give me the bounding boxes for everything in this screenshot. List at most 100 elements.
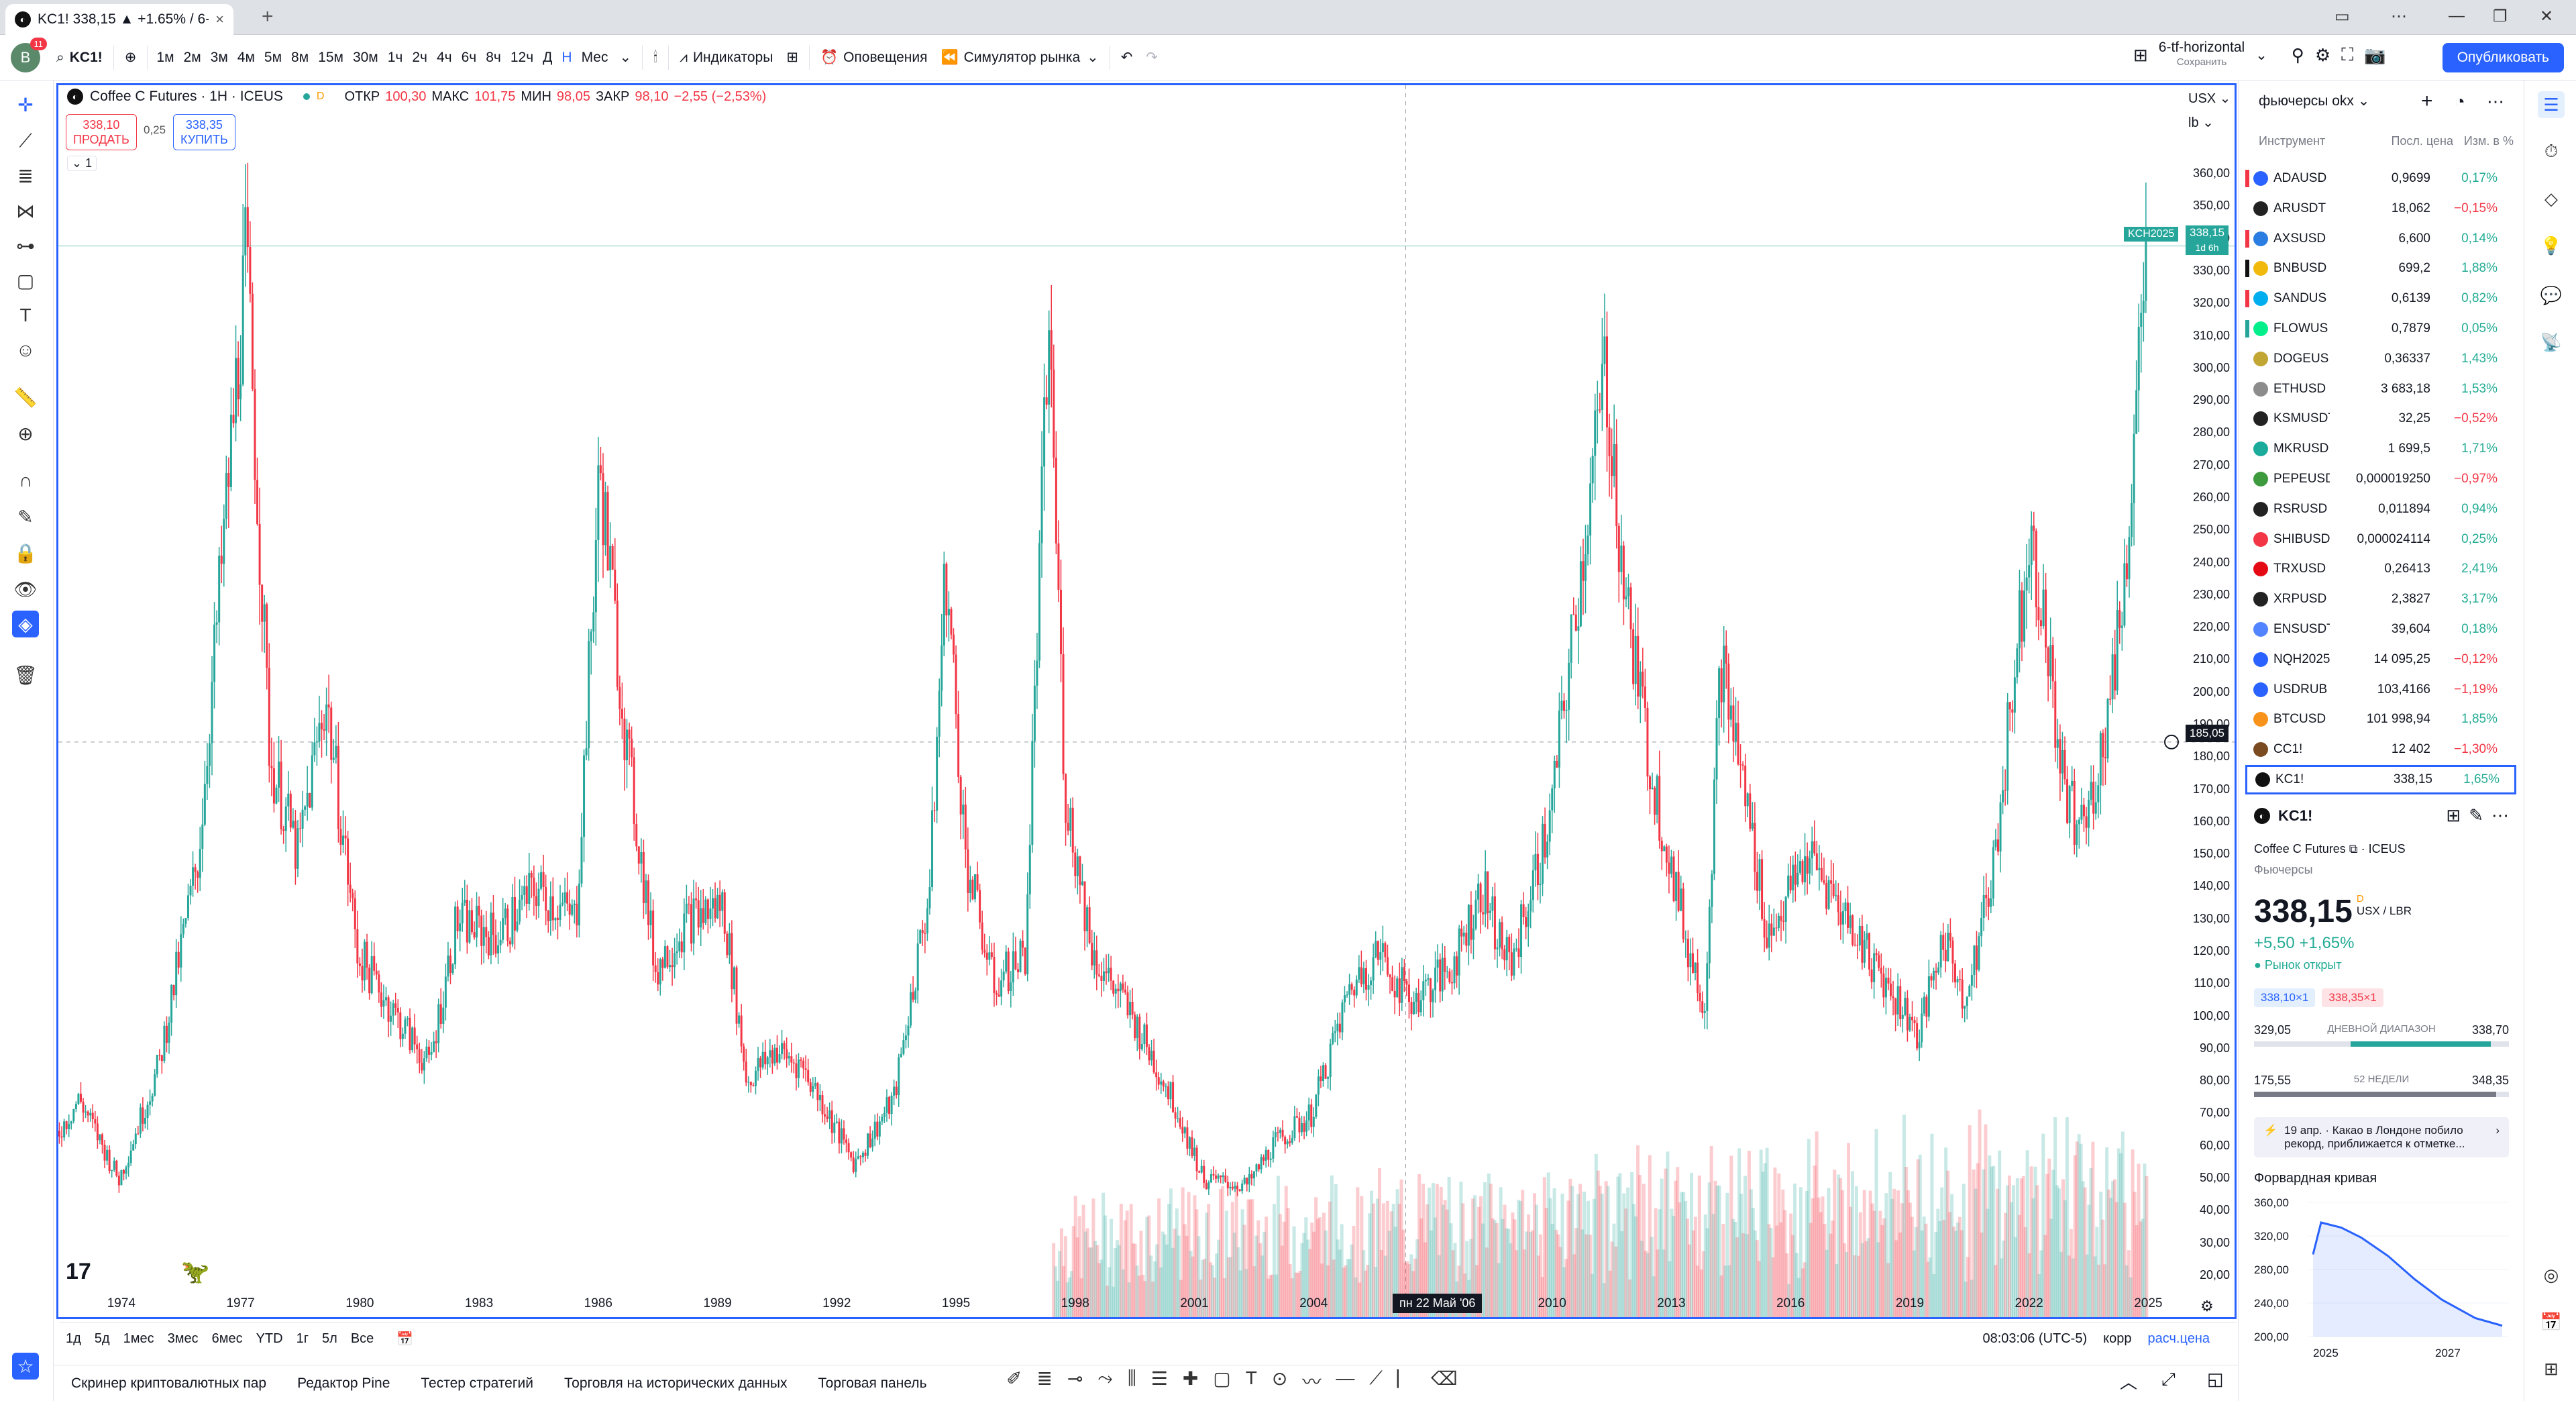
more-icon[interactable]: ⋯ <box>2487 91 2504 111</box>
unit-selector[interactable]: lb ⌄ <box>2188 115 2214 130</box>
watchlist-row[interactable]: KC1! 338,15 1,65% <box>2245 765 2516 794</box>
watchlist-row[interactable]: BNBUSD 699,2 1,88% <box>2245 254 2516 283</box>
row-flag[interactable] <box>2245 440 2249 458</box>
chart-type-button[interactable]: 🕯 <box>647 40 664 75</box>
watchlist-row[interactable]: ADAUSD 0,9699 0,17% <box>2245 164 2516 193</box>
currency-selector[interactable]: USX ⌄ <box>2188 91 2231 106</box>
interval-2м[interactable]: 2м <box>183 49 201 65</box>
undo-button[interactable]: ↶ <box>1114 40 1140 75</box>
fullscreen-icon[interactable]: ⛶ <box>2341 44 2354 64</box>
axis-settings-icon[interactable]: ⚙ <box>2200 1298 2214 1314</box>
bottom-tab[interactable]: Тестер стратегий <box>421 1375 533 1391</box>
add-symbol-icon[interactable]: + <box>2421 90 2433 112</box>
watchlist-row[interactable]: BTCUSD 101 998,94 1,85% <box>2245 705 2516 734</box>
range-Все[interactable]: Все <box>350 1331 374 1346</box>
range-5д[interactable]: 5д <box>94 1331 110 1346</box>
interval-2ч[interactable]: 2ч <box>412 49 427 65</box>
row-flag[interactable] <box>2245 470 2249 488</box>
row-flag[interactable] <box>2245 320 2249 338</box>
avatar[interactable]: В 11 <box>11 37 47 72</box>
bottom-tab[interactable]: Торговля на исторических данных <box>564 1375 788 1391</box>
trash-icon[interactable]: 🗑 <box>13 664 38 686</box>
interval-1м[interactable]: 1м <box>156 49 174 65</box>
interval-Н[interactable]: Н <box>561 49 572 65</box>
range-1д[interactable]: 1д <box>66 1331 81 1346</box>
row-flag[interactable] <box>2245 501 2249 518</box>
streams-icon[interactable]: 📡 <box>2540 331 2563 352</box>
col-symbol[interactable]: Инструмент <box>2259 134 2326 148</box>
interval-1ч[interactable]: 1ч <box>387 49 403 65</box>
watchlist-row[interactable]: MKRUSD 1 699,5 1,71% <box>2245 434 2516 464</box>
layout-name-button[interactable]: 6-tf-horizontal Сохранить <box>2159 40 2245 70</box>
row-flag[interactable] <box>2245 410 2249 427</box>
row-flag[interactable] <box>2245 200 2249 217</box>
quick-search-icon[interactable]: ⚲ <box>2291 44 2304 65</box>
legend-title[interactable]: Coffee C Futures · 1H · ICEUS <box>90 89 283 104</box>
brush-icon[interactable]: ▢ <box>16 270 35 291</box>
cross-icon[interactable]: ✚ <box>1182 1368 1199 1389</box>
more-icon[interactable]: ⋯ <box>2491 805 2509 825</box>
row-flag[interactable] <box>2245 711 2249 728</box>
interval-6ч[interactable]: 6ч <box>461 49 477 65</box>
interval-Д[interactable]: Д <box>543 49 553 65</box>
settlement-toggle[interactable]: расч.цена <box>2147 1331 2210 1346</box>
object-tree-icon[interactable]: ◈ <box>12 611 39 637</box>
pattern-icon[interactable]: ⋈ <box>16 200 35 221</box>
edit-icon[interactable]: ✎ <box>2469 805 2483 825</box>
emoji-icon[interactable]: ☺ <box>15 340 36 360</box>
trend-line-icon[interactable]: ⟋ <box>19 129 32 151</box>
watchlist-row[interactable]: AXSUSD 6,600 0,14% <box>2245 224 2516 254</box>
line-icon[interactable]: ⊸ <box>1067 1368 1083 1389</box>
projection-icon[interactable]: ⊶ <box>16 235 35 256</box>
interval-30м[interactable]: 30м <box>352 49 378 65</box>
lock-icon[interactable]: 🔒 <box>13 542 38 564</box>
publish-button[interactable]: Опубликовать <box>2442 43 2564 72</box>
menu-dots-icon[interactable]: ⋯ <box>2391 7 2407 25</box>
compare-button[interactable]: ⊕ <box>118 40 144 75</box>
maximize-panel-icon[interactable]: ⤢ <box>2161 1369 2176 1389</box>
adjust-toggle[interactable]: корр <box>2103 1331 2132 1346</box>
vline-icon[interactable]: ⎸ <box>1397 1367 1416 1388</box>
row-flag[interactable] <box>2245 681 2249 698</box>
pencil-lock-icon[interactable]: ✎ <box>17 506 34 527</box>
row-flag[interactable] <box>2245 741 2249 758</box>
close-window-icon[interactable]: ✕ <box>2540 7 2554 25</box>
row-flag[interactable] <box>2245 170 2249 187</box>
browser-tab[interactable]: ◐ KC1! 338,15 ▲ +1.65% / 6-tf × <box>5 4 233 35</box>
range-5л[interactable]: 5л <box>322 1331 337 1346</box>
target-icon[interactable]: ◎ <box>2543 1264 2559 1285</box>
row-flag[interactable] <box>2245 260 2249 278</box>
row-flag[interactable] <box>2245 560 2249 578</box>
range-1мес[interactable]: 1мес <box>123 1331 154 1346</box>
ray-icon[interactable]: ⟋ <box>1369 1367 1383 1388</box>
interval-15м[interactable]: 15м <box>318 49 343 65</box>
cast-icon[interactable]: ▭ <box>2334 7 2350 25</box>
range-6мес[interactable]: 6мес <box>211 1331 243 1346</box>
watchlist-row[interactable]: PEPEUSD 0,000019250 −0,97% <box>2245 464 2516 494</box>
row-flag[interactable] <box>2245 621 2249 638</box>
calendar-icon[interactable]: 📅 <box>2540 1311 2563 1332</box>
sell-button[interactable]: 338,10 ПРОДАТЬ <box>66 114 137 150</box>
rect-icon[interactable]: ▢ <box>1213 1368 1231 1389</box>
circle-icon[interactable]: ⊙ <box>1271 1368 1288 1389</box>
watchlist-row[interactable]: USDRUB 103,4166 −1,19% <box>2245 675 2516 705</box>
row-flag[interactable] <box>2245 229 2249 248</box>
price-chart-canvas[interactable] <box>58 85 2235 1317</box>
row-flag[interactable] <box>2245 290 2249 308</box>
ruler-icon[interactable]: 📏 <box>13 386 38 408</box>
range-YTD[interactable]: YTD <box>256 1331 283 1346</box>
watchlist-row[interactable]: FLOWUS 0,7879 0,05% <box>2245 314 2516 344</box>
interval-8м[interactable]: 8м <box>291 49 309 65</box>
col-last[interactable]: Посл. цена <box>2391 134 2453 148</box>
eraser-icon[interactable]: ⌫ <box>1430 1368 1458 1389</box>
watchlist-row[interactable]: RSRUSD 0,011894 0,94% <box>2245 495 2516 524</box>
interval-5м[interactable]: 5м <box>264 49 282 65</box>
minimize-icon[interactable]: — <box>2449 7 2465 25</box>
symbol-search-button[interactable]: ⌕ KC1! <box>50 40 109 75</box>
watchlist-row[interactable]: ARUSDT 18,062 −0,15% <box>2245 194 2516 223</box>
layout-right-icon[interactable]: ◱ <box>2207 1369 2224 1389</box>
interval-dropdown[interactable]: ⌄ <box>613 40 639 75</box>
text-icon[interactable]: T <box>1245 1367 1257 1388</box>
